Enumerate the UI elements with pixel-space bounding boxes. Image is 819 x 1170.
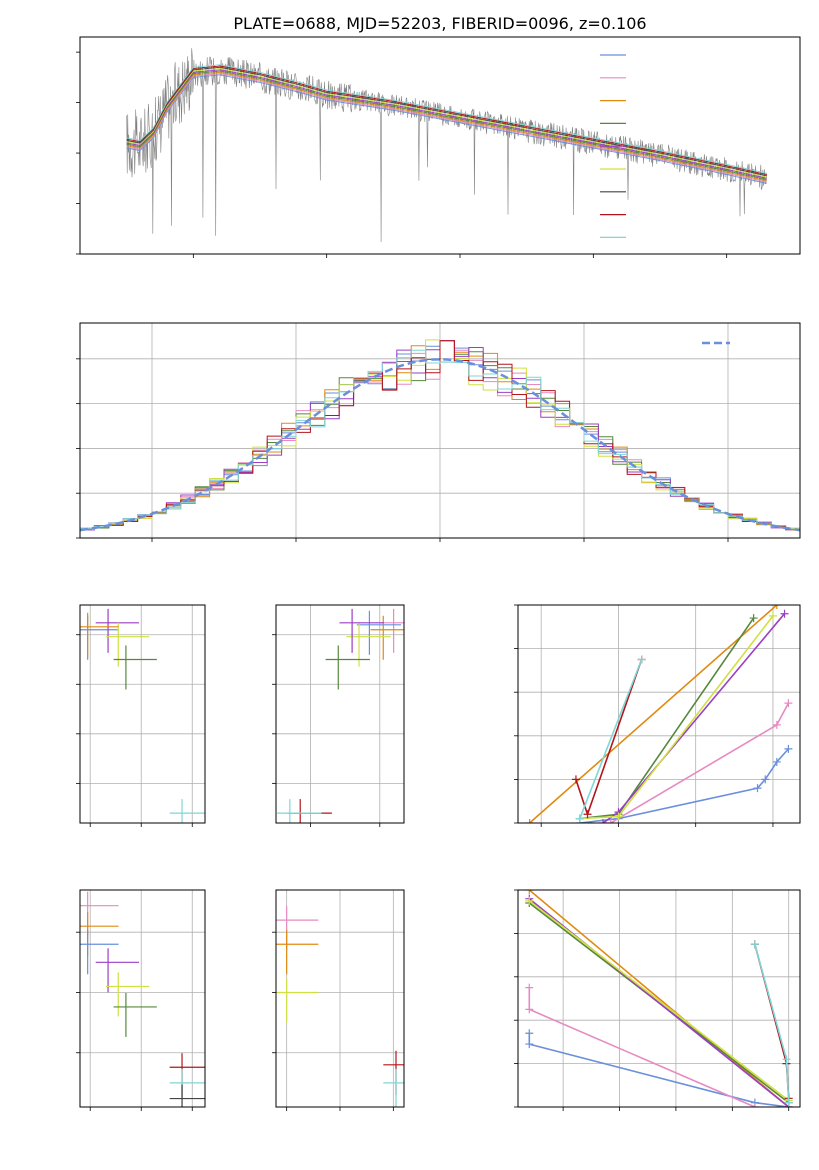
series-marker bbox=[768, 611, 777, 620]
chart-residuals bbox=[76, 322, 801, 542]
plot-area bbox=[525, 605, 793, 823]
series-marker bbox=[784, 744, 793, 753]
chart-mass-vs-z bbox=[76, 889, 206, 1111]
series-marker bbox=[571, 775, 580, 784]
series-marker bbox=[525, 1040, 534, 1049]
series-line bbox=[528, 1033, 789, 1107]
plot-area bbox=[80, 339, 800, 532]
series-marker bbox=[525, 890, 534, 894]
chart-age-vs-z bbox=[76, 604, 206, 827]
chart-area bbox=[76, 36, 801, 1111]
series-line bbox=[528, 900, 790, 1102]
model-line bbox=[126, 74, 767, 184]
series-line bbox=[579, 615, 774, 820]
chart-weight-vs-age bbox=[514, 604, 801, 827]
series-marker bbox=[614, 812, 623, 821]
histogram-series bbox=[80, 340, 800, 531]
series-marker bbox=[782, 1055, 791, 1064]
series-marker bbox=[750, 1103, 759, 1107]
model-line bbox=[126, 68, 767, 178]
model-line bbox=[126, 70, 767, 181]
plot-area bbox=[276, 906, 404, 1107]
series-marker bbox=[598, 819, 607, 823]
series-line bbox=[579, 748, 789, 823]
series-marker bbox=[772, 605, 781, 609]
series-marker bbox=[772, 757, 781, 766]
series-marker bbox=[525, 1029, 534, 1038]
series-marker bbox=[575, 814, 584, 823]
normal-reference-curve bbox=[80, 358, 800, 532]
series-marker bbox=[606, 819, 615, 823]
model-line bbox=[126, 64, 767, 174]
series-marker bbox=[525, 983, 534, 992]
series-marker bbox=[780, 609, 789, 618]
series-marker bbox=[525, 896, 534, 905]
model-line bbox=[126, 65, 767, 175]
plot-frame bbox=[517, 889, 801, 1108]
plot-frame bbox=[79, 604, 206, 824]
plot-frame bbox=[79, 322, 801, 539]
chart-age-vs-mass bbox=[272, 604, 405, 827]
plot-area bbox=[525, 890, 793, 1107]
series-marker bbox=[749, 614, 758, 623]
model-line bbox=[126, 66, 767, 177]
plot-frame bbox=[79, 889, 206, 1108]
plot-area bbox=[80, 891, 205, 1107]
plot-area bbox=[277, 608, 404, 823]
model-line bbox=[126, 71, 767, 182]
series-marker bbox=[784, 1098, 793, 1107]
series-line bbox=[528, 890, 790, 1107]
plot-area bbox=[126, 48, 767, 242]
series-marker bbox=[525, 1005, 534, 1014]
chart-weight-vs-z bbox=[514, 889, 801, 1111]
series-marker bbox=[583, 810, 592, 819]
series-line bbox=[754, 944, 790, 1099]
series-marker bbox=[753, 784, 762, 793]
series-marker bbox=[784, 699, 793, 708]
plot-frame bbox=[79, 36, 801, 255]
series-line bbox=[529, 605, 778, 823]
series-line bbox=[579, 659, 643, 819]
spectrum-data-line bbox=[126, 48, 767, 242]
chart-spectrum bbox=[76, 36, 801, 258]
plot-frame bbox=[517, 604, 801, 824]
series-marker bbox=[750, 940, 759, 949]
model-line bbox=[126, 73, 767, 183]
series-marker bbox=[525, 819, 534, 823]
series-marker bbox=[637, 655, 646, 664]
histogram-series bbox=[80, 349, 800, 530]
model-line bbox=[126, 69, 767, 179]
figure-title: PLATE=0688, MJD=52203, FIBERID=0096, z=0… bbox=[233, 14, 646, 33]
plot-area bbox=[80, 608, 205, 823]
series-marker bbox=[761, 775, 770, 784]
plot-frame bbox=[275, 889, 405, 1108]
plot-frame bbox=[275, 604, 405, 824]
series-line bbox=[610, 702, 790, 823]
series-marker bbox=[772, 720, 781, 729]
chart-mass-vs-ebv bbox=[272, 889, 405, 1111]
